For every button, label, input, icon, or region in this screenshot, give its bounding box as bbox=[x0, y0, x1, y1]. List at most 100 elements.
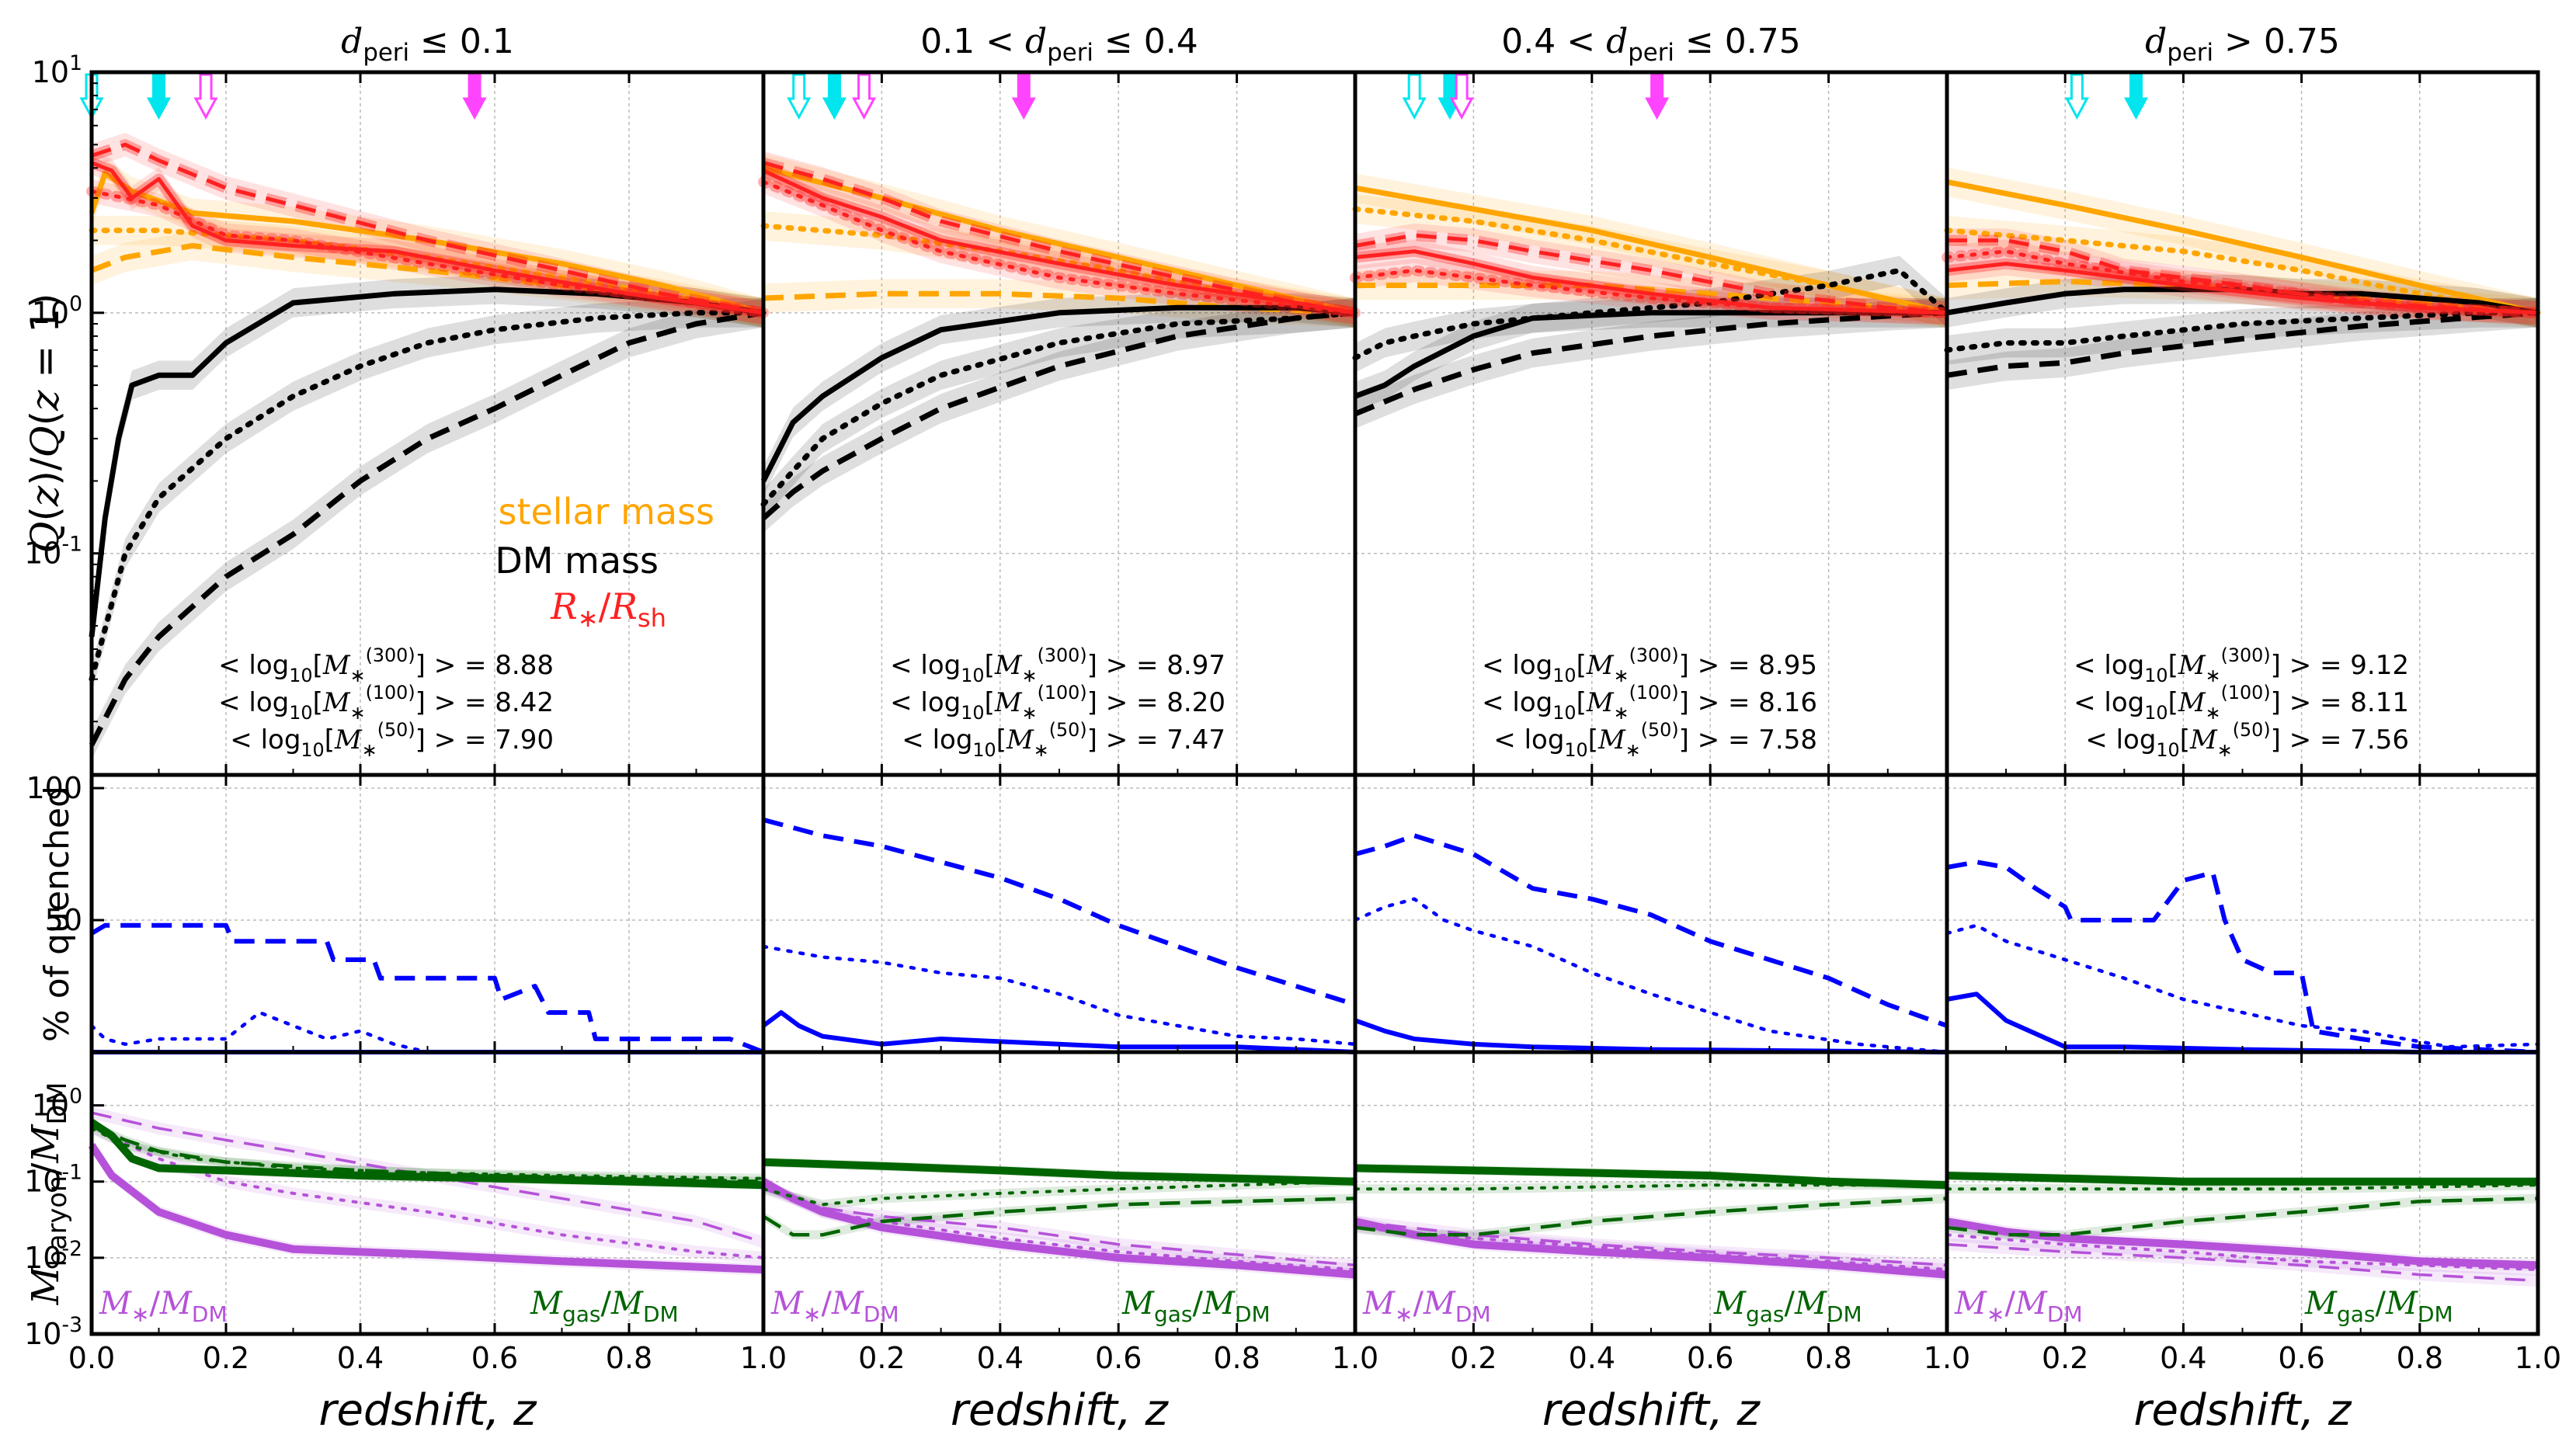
x-tick-label: 0.8 bbox=[2397, 1341, 2443, 1375]
mstar-ratio-label: M∗/MDM bbox=[770, 1286, 899, 1327]
stellar-mass-dashed-line bbox=[763, 290, 1356, 316]
label-part: -2 bbox=[61, 1237, 82, 1261]
label-part: ) bbox=[408, 719, 415, 741]
label-part: M bbox=[322, 687, 351, 718]
column-title: dperi > 0.75 bbox=[2145, 22, 2340, 67]
label-part: < log bbox=[890, 687, 961, 718]
label-part: ∗ bbox=[2206, 702, 2221, 724]
x-tick-label: 0.4 bbox=[2160, 1341, 2206, 1375]
stellar-mass-dotted-line bbox=[1944, 228, 2541, 316]
label-part: ) bbox=[1079, 644, 1086, 666]
size-ratio-solid-line bbox=[1946, 262, 2539, 315]
label-part: 0 bbox=[69, 292, 82, 316]
x-tick-label: 0.6 bbox=[471, 1341, 518, 1375]
label-part: M bbox=[1006, 724, 1034, 756]
label-part: / bbox=[601, 1286, 612, 1322]
stellar-mass-solid-line bbox=[1946, 179, 2539, 316]
label-part: / bbox=[1785, 1286, 1796, 1322]
label-part: < log bbox=[2074, 687, 2144, 718]
cyan-arrow-marker bbox=[1402, 73, 1427, 120]
label-part: DM bbox=[1827, 1301, 1862, 1327]
mgas-ratio-solid-line bbox=[89, 1119, 764, 1190]
stellar-mass-dashed-line bbox=[1355, 283, 1948, 316]
x-tick-label: 0.6 bbox=[1095, 1341, 1142, 1375]
mgas-ratio-solid-line bbox=[1354, 1164, 1948, 1190]
legend-stellar-mass: stellar mass bbox=[498, 491, 714, 533]
quenched-dotted-line bbox=[761, 944, 1358, 1047]
panel-frame bbox=[89, 773, 766, 1054]
label-part: Q bbox=[23, 522, 68, 554]
dm-mass-dotted-line-band bbox=[763, 298, 1355, 519]
label-part: ∗ bbox=[578, 603, 599, 633]
label-part: [ bbox=[985, 650, 995, 681]
x-tick-label: 1.0 bbox=[1924, 1341, 1970, 1375]
dm-mass-solid-line bbox=[89, 287, 764, 637]
label-part: 10 bbox=[961, 702, 984, 724]
dm-mass-solid-line bbox=[1354, 310, 1947, 399]
label-part: gas bbox=[2337, 1301, 2376, 1327]
label-part: R bbox=[550, 585, 578, 627]
label-part: ∗ bbox=[1625, 739, 1641, 761]
arrow-shape bbox=[1645, 73, 1670, 120]
label-part: )/ bbox=[23, 457, 68, 486]
arrow-shape bbox=[1011, 73, 1036, 120]
arrow-shape bbox=[1449, 73, 1474, 120]
size-ratio-solid-line bbox=[91, 161, 764, 315]
label-part: M bbox=[2304, 1286, 2338, 1322]
label-part: < log bbox=[890, 650, 961, 681]
label-part: M bbox=[994, 687, 1023, 718]
magenta-arrow-marker bbox=[852, 73, 877, 120]
label-part: M bbox=[334, 724, 363, 756]
size-ratio-dotted-line bbox=[89, 189, 766, 315]
label-part: ] > = 8.11 bbox=[2271, 687, 2409, 718]
label-part: ) bbox=[2263, 682, 2270, 703]
x-tick-label: 0.4 bbox=[337, 1341, 384, 1375]
mstar-ratio-label: M∗/MDM bbox=[1362, 1286, 1491, 1327]
label-part: DM bbox=[1455, 1301, 1491, 1327]
label-part: [ bbox=[325, 724, 335, 756]
y-tick-label: 50 bbox=[45, 903, 82, 937]
label-part: ) bbox=[408, 682, 415, 703]
label-part: 10 bbox=[32, 1089, 69, 1123]
quenched-dotted-line bbox=[89, 1010, 766, 1054]
label-part: 10 bbox=[2144, 665, 2168, 686]
arrow-shape bbox=[193, 73, 218, 120]
quenched-solid-line bbox=[1946, 992, 2538, 1054]
label-part: Q bbox=[23, 426, 68, 457]
cyan-arrow-marker bbox=[146, 73, 172, 120]
label-part: M bbox=[994, 650, 1023, 681]
label-part: [ bbox=[313, 687, 323, 718]
label-part: d bbox=[1025, 22, 1047, 61]
quenched-dashed-line bbox=[1946, 860, 2539, 1054]
mstar-ratio-dashed-line-band bbox=[763, 1183, 1355, 1272]
label-part: M bbox=[1597, 724, 1626, 756]
label-part: ( bbox=[1049, 719, 1056, 741]
arrow-shape bbox=[2124, 73, 2149, 120]
mass-annotation: < log10[M∗(300)] > = 8.95 bbox=[1482, 644, 1817, 686]
label-part: ] > = 9.12 bbox=[2271, 650, 2409, 681]
label-part: M bbox=[610, 1286, 644, 1322]
label-part: 10 bbox=[24, 1165, 61, 1199]
label-part: > 0.75 bbox=[2213, 22, 2340, 61]
label-part: [ bbox=[313, 650, 323, 681]
label-part: [ bbox=[1588, 724, 1598, 756]
y-tick-label: 10-3 bbox=[24, 1313, 82, 1351]
x-axis-label: redshift, z bbox=[319, 1385, 538, 1436]
cyan-arrow-marker bbox=[787, 73, 812, 120]
x-axis-label: redshift, z bbox=[1542, 1385, 1761, 1436]
y-tick-label: 100 bbox=[32, 1085, 82, 1123]
size-ratio-dotted-line bbox=[761, 179, 1358, 315]
stellar-mass-solid-line bbox=[89, 170, 764, 316]
y-tick-label: 101 bbox=[32, 51, 82, 89]
label-part: d bbox=[341, 22, 363, 61]
label-part: ∗ bbox=[803, 1301, 821, 1327]
label-part: ∗ bbox=[1022, 702, 1038, 724]
panel-frame bbox=[1945, 70, 2540, 777]
label-part: [ bbox=[1577, 650, 1587, 681]
mass-annotation: < log10[M∗(100)] > = 8.16 bbox=[1482, 682, 1817, 724]
y-axis-label-mid: % of quenched bbox=[37, 786, 77, 1042]
label-part: peri bbox=[1628, 39, 1674, 67]
magenta-arrow-marker bbox=[193, 73, 218, 120]
label-part: 10 bbox=[289, 665, 312, 686]
mstar-ratio-dotted-line bbox=[90, 1127, 765, 1259]
